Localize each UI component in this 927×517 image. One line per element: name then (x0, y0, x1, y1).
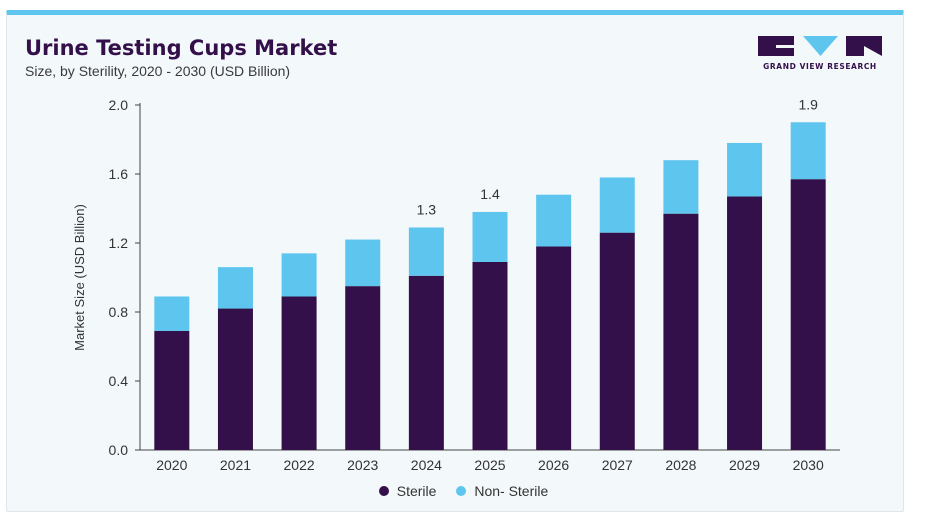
legend-swatch-non-sterile (456, 486, 467, 496)
bar-sterile (790, 179, 826, 451)
bar-sterile (217, 308, 253, 450)
bar-non-sterile (345, 239, 381, 287)
data-label: 1.3 (417, 201, 437, 217)
x-tick-label: 2023 (347, 457, 378, 473)
bar-non-sterile (599, 177, 635, 233)
x-tick-label: 2028 (665, 457, 696, 473)
stacked-bar-chart: 0.0 0.4 0.8 1.2 1.6 2.0 Market Size (USD Billi… (72, 96, 840, 473)
y-tick-label: 0.4 (109, 373, 129, 389)
legend-label-non-sterile: Non- Sterile (474, 483, 549, 499)
bar-non-sterile (536, 194, 572, 247)
bar-sterile (408, 275, 444, 450)
x-tick-label: 2029 (729, 457, 760, 473)
grand-view-research-logo-icon (758, 36, 882, 56)
y-tick-label: 0.8 (109, 304, 129, 320)
chart-title: Urine Testing Cups Market (25, 36, 338, 60)
bar-sterile (536, 246, 572, 450)
bar-non-sterile (663, 160, 699, 214)
bar-non-sterile (727, 142, 763, 197)
bar-non-sterile (217, 267, 253, 309)
bar-sterile (154, 330, 190, 450)
brand-name: GRAND VIEW RESEARCH (763, 62, 877, 71)
bar-sterile (281, 296, 317, 450)
bar-sterile (727, 196, 763, 450)
bar-sterile (599, 232, 635, 450)
chart-subtitle: Size, by Sterility, 2020 - 2030 (USD Bil… (25, 63, 291, 79)
data-label: 1.4 (480, 186, 500, 202)
y-tick-label: 0.0 (109, 442, 129, 458)
y-tick-label: 1.6 (109, 166, 129, 182)
bar-sterile (345, 286, 381, 450)
bar-non-sterile (154, 296, 190, 331)
bar-non-sterile (790, 122, 826, 180)
data-label: 1.9 (798, 96, 818, 112)
legend-item-non-sterile: Non- Sterile (456, 483, 548, 499)
x-tick-label: 2030 (793, 457, 824, 473)
x-tick-label: 2025 (474, 457, 505, 473)
x-tick-label: 2026 (538, 457, 569, 473)
bar-non-sterile (472, 211, 508, 262)
legend-label-sterile: Sterile (396, 483, 437, 499)
bar-sterile (663, 213, 699, 450)
y-tick-label: 1.2 (109, 235, 129, 251)
legend: Sterile Non- Sterile (0, 483, 927, 499)
x-tick-label: 2021 (220, 457, 251, 473)
x-tick-label: 2024 (411, 457, 442, 473)
legend-swatch-sterile (378, 486, 389, 496)
x-tick-label: 2027 (602, 457, 633, 473)
x-tick-label: 2020 (156, 457, 187, 473)
y-tick-label: 2.0 (109, 97, 129, 113)
bar-sterile (472, 261, 508, 450)
legend-item-sterile: Sterile (378, 483, 437, 499)
x-tick-label: 2022 (284, 457, 315, 473)
y-axis-label: Market Size (USD Billion) (72, 204, 87, 351)
bar-non-sterile (408, 227, 444, 276)
bar-non-sterile (281, 253, 317, 297)
